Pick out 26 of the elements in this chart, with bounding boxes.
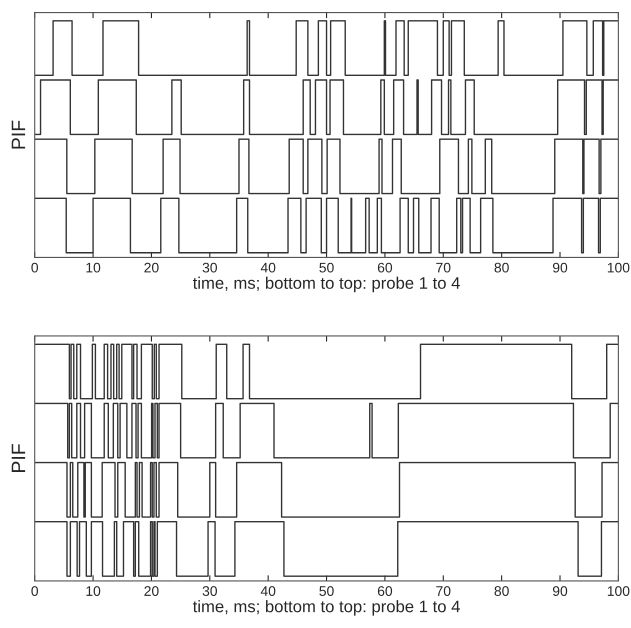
x-tick-label: 90 (552, 586, 568, 596)
x-tick-label: 0 (31, 586, 38, 596)
x-axis-title: time, ms; bottom to top: probe 1 to 4 (192, 600, 460, 616)
x-tick-label: 70 (436, 262, 450, 273)
x-tick-label: 30 (202, 586, 217, 596)
x-tick-label: 30 (202, 262, 217, 273)
x-tick-label: 20 (144, 262, 159, 273)
x-tick-label: 60 (378, 586, 392, 596)
x-tick-label: 100 (608, 262, 630, 273)
y-axis-title: PIF (12, 120, 26, 149)
x-tick-label: 90 (552, 262, 568, 273)
x-tick-label: 0 (31, 262, 38, 273)
x-tick-label: 50 (319, 586, 334, 596)
x-tick-label: 100 (608, 586, 630, 596)
x-tick-label: 10 (86, 586, 100, 596)
x-tick-label: 60 (378, 262, 392, 273)
x-tick-label: 10 (86, 262, 100, 273)
x-tick-label: 40 (260, 262, 276, 273)
x-tick-label: 80 (494, 586, 509, 596)
x-axis-title: time, ms; bottom to top: probe 1 to 4 (192, 276, 460, 292)
y-axis-title: PIF (12, 444, 26, 472)
x-tick-label: 80 (494, 262, 509, 273)
x-tick-label: 40 (260, 586, 276, 596)
x-tick-label: 50 (319, 262, 334, 273)
x-tick-label: 20 (144, 586, 159, 596)
x-tick-label: 70 (436, 586, 450, 596)
